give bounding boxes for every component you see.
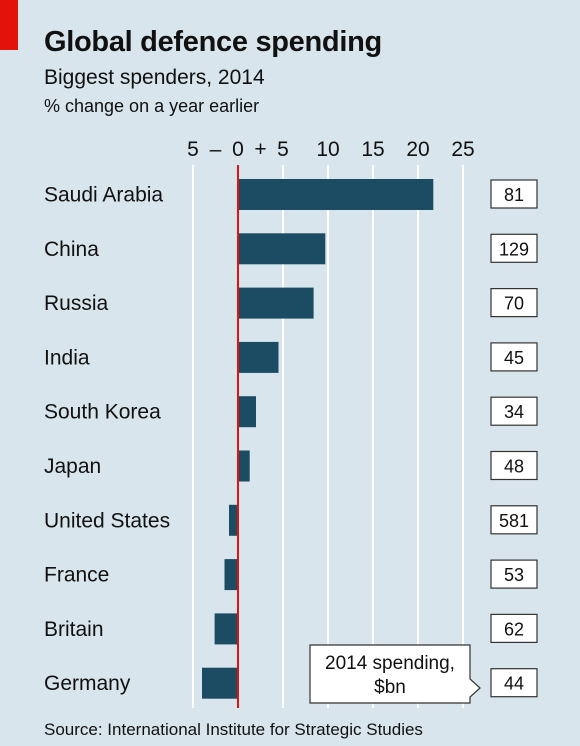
chart-subtitle: Biggest spenders, 2014 (44, 66, 265, 89)
spending-value-8: 62 (504, 619, 524, 639)
x-tick-label-0: 5 (187, 138, 199, 161)
spending-value-4: 34 (504, 402, 524, 422)
category-label-5: Japan (44, 455, 101, 478)
spending-value-3: 45 (504, 348, 524, 368)
callout-line-2: $bn (374, 677, 406, 698)
spending-box-6 (490, 505, 538, 535)
bar-8 (214, 613, 238, 645)
callout-box (309, 644, 481, 704)
category-label-8: Britain (44, 618, 104, 641)
unit-label: % change on a year earlier (44, 96, 260, 116)
bar-1 (238, 233, 326, 265)
spending-value-0: 81 (504, 185, 524, 205)
plus-sign-label: + (254, 138, 266, 161)
spending-value-7: 53 (504, 565, 524, 585)
category-label-4: South Korea (44, 401, 161, 424)
spending-box-2 (490, 288, 538, 318)
spending-value-2: 70 (504, 294, 524, 314)
bar-2 (238, 287, 314, 319)
bar-0 (238, 179, 434, 210)
spending-box-4 (490, 396, 538, 426)
spending-box-1 (490, 233, 538, 263)
category-label-3: India (44, 346, 90, 369)
bar-4 (238, 396, 256, 428)
category-label-6: United States (44, 509, 170, 532)
spending-value-5: 48 (504, 457, 524, 477)
category-label-0: Saudi Arabia (44, 184, 163, 207)
category-label-7: France (44, 564, 109, 587)
spending-box-8 (490, 613, 538, 644)
category-label-9: Germany (44, 672, 131, 695)
bar-6 (229, 504, 238, 536)
bar-3 (238, 341, 279, 373)
spending-box-0 (490, 179, 538, 209)
category-label-1: China (44, 238, 99, 261)
spending-box-7 (490, 559, 538, 589)
chart-title: Global defence spending (44, 26, 382, 58)
bar-5 (238, 450, 250, 482)
minus-sign-label: – (210, 138, 222, 161)
spending-value-6: 581 (499, 511, 529, 531)
spending-value-1: 129 (499, 239, 529, 259)
bar-9 (202, 667, 238, 699)
x-tick-label-5: 20 (406, 138, 429, 161)
x-tick-label-4: 15 (361, 138, 384, 161)
x-tick-label-6: 25 (451, 138, 474, 161)
spending-value-9: 44 (504, 674, 524, 694)
callout-line-1: 2014 spending, (325, 653, 455, 674)
x-tick-label-3: 10 (316, 138, 339, 161)
spending-box-9 (490, 668, 538, 698)
bar-7 (224, 559, 238, 591)
x-tick-label-1: 0 (232, 138, 244, 161)
red-corner-tab (0, 0, 18, 50)
source-note: Source: International Institute for Stra… (44, 720, 423, 739)
spending-box-5 (490, 450, 538, 481)
x-tick-label-2: 5 (277, 138, 289, 161)
spending-box-3 (490, 342, 538, 372)
category-label-2: Russia (44, 292, 109, 315)
